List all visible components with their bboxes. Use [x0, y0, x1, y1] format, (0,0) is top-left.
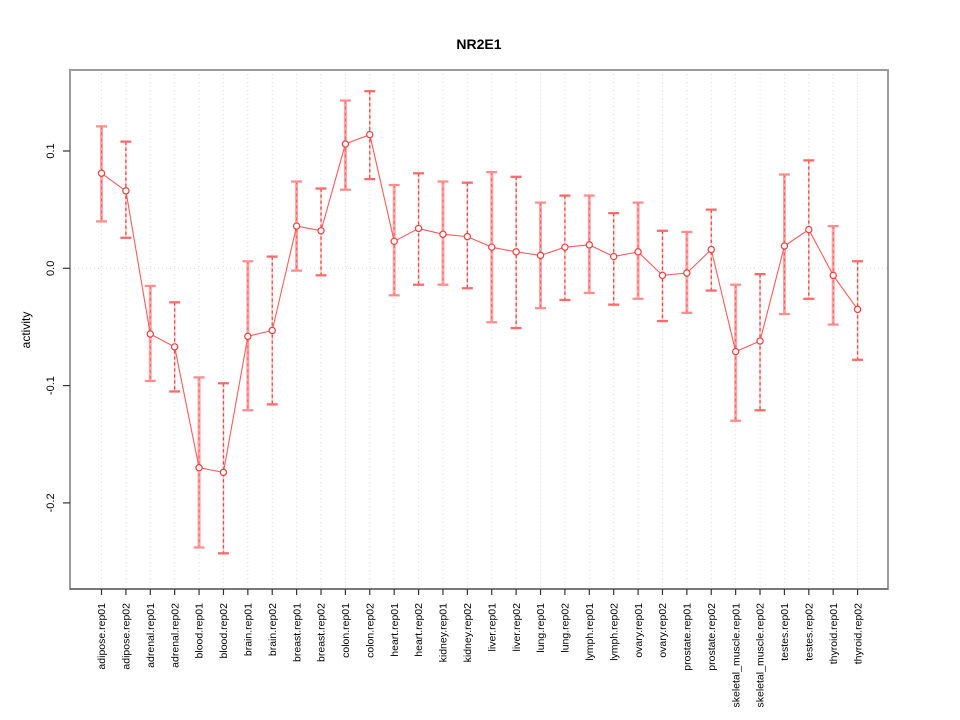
- x-tick-label: adrenal.rep02: [169, 603, 181, 668]
- x-tick-label: prostate.rep01: [682, 603, 694, 671]
- data-point: [146, 330, 154, 338]
- x-tick-label: skeletal_muscle.rep01: [730, 603, 742, 708]
- x-tick-label: ovary.rep01: [633, 603, 645, 658]
- data-point: [292, 222, 301, 230]
- x-tick-label: kidney.rep02: [462, 603, 474, 663]
- x-tick-label: colon.rep01: [340, 603, 352, 658]
- x-tick-label: testes.rep01: [779, 603, 791, 661]
- x-tick-label: ovary.rep02: [657, 603, 669, 658]
- data-point: [268, 326, 276, 335]
- data-point: [170, 343, 179, 351]
- data-point: [439, 230, 447, 238]
- data-point: [609, 252, 618, 261]
- x-tick-label: thyroid.rep02: [852, 603, 864, 664]
- x-tick-label: breast.rep02: [316, 603, 328, 662]
- x-tick-label: kidney.rep01: [438, 603, 450, 663]
- x-tick-label: testes.rep02: [803, 603, 815, 661]
- y-tick-label: 0.1: [45, 143, 57, 158]
- data-point: [853, 305, 862, 314]
- x-tick-label: brain.rep02: [267, 603, 279, 656]
- x-tick-label: adipose.rep01: [96, 603, 108, 670]
- data-point: [463, 232, 472, 241]
- data-line: [101, 133, 859, 474]
- x-tick-label: heart.rep01: [389, 603, 401, 657]
- x-tick-label: thyroid.rep01: [828, 603, 840, 664]
- data-point: [512, 248, 520, 256]
- x-tick-label: brain.rep01: [243, 603, 255, 656]
- x-tick-label: adipose.rep02: [121, 603, 133, 670]
- data-point: [561, 243, 569, 251]
- data-point: [122, 187, 130, 195]
- data-point: [488, 243, 496, 251]
- y-tick-label: -0.2: [45, 493, 57, 512]
- data-point: [829, 271, 837, 280]
- x-tick-label: lymph.rep02: [608, 603, 620, 661]
- data-point: [195, 464, 203, 472]
- x-tick-label: adrenal.rep01: [145, 603, 157, 668]
- y-tick-label: -0.1: [45, 376, 57, 395]
- data-point: [805, 225, 813, 234]
- data-point: [536, 251, 545, 260]
- data-point: [341, 140, 350, 148]
- x-tick-label: heart.rep02: [413, 603, 425, 657]
- y-tick-label: 0.0: [45, 261, 57, 276]
- data-point: [780, 242, 789, 250]
- plot-border: [69, 69, 889, 590]
- x-tick-label: lymph.rep01: [584, 603, 596, 661]
- data-point: [244, 332, 252, 341]
- x-tick-label: liver.rep02: [511, 603, 523, 652]
- data-point: [317, 227, 325, 235]
- data-point: [97, 169, 106, 177]
- x-tick-label: lung.rep02: [560, 603, 572, 653]
- data-point: [366, 130, 374, 139]
- data-point: [658, 271, 667, 280]
- data-point: [390, 237, 398, 246]
- data-point: [756, 337, 764, 345]
- data-point: [683, 269, 691, 277]
- data-point: [414, 224, 423, 233]
- data-point: [731, 347, 740, 356]
- x-tick-label: breast.rep01: [291, 603, 303, 662]
- chart-title: NR2E1: [456, 36, 502, 52]
- x-tick-label: prostate.rep02: [706, 603, 718, 671]
- x-tick-label: colon.rep02: [364, 603, 376, 658]
- y-axis-label: activity: [19, 311, 33, 349]
- x-tick-label: skeletal_muscle.rep02: [755, 603, 767, 708]
- data-point: [707, 245, 715, 254]
- data-point: [219, 468, 228, 477]
- x-tick-label: blood.rep02: [218, 603, 230, 659]
- x-tick-label: lung.rep01: [535, 603, 547, 653]
- x-tick-label: liver.rep01: [486, 603, 498, 652]
- data-point: [634, 248, 642, 256]
- x-tick-label: blood.rep01: [194, 603, 206, 659]
- data-point: [585, 241, 594, 249]
